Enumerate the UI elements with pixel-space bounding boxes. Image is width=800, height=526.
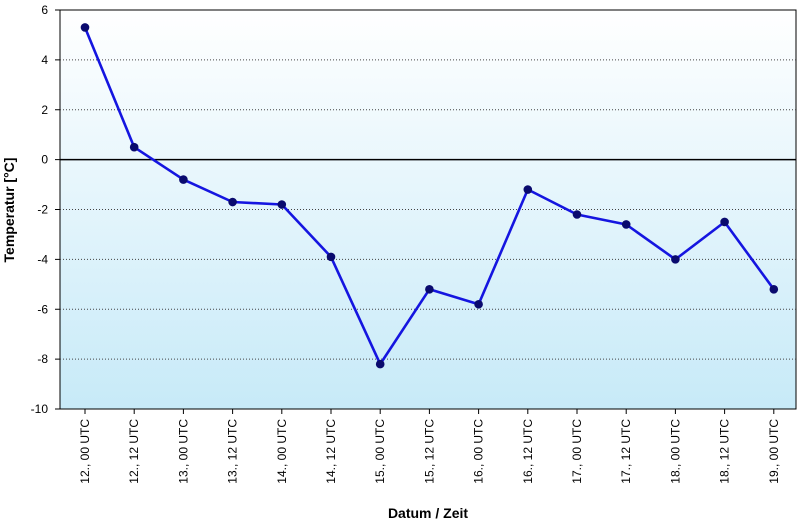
data-point (474, 299, 483, 309)
x-tick-label: 17., 12 UTC (619, 419, 633, 484)
data-point (720, 217, 729, 227)
data-point (228, 197, 237, 207)
x-tick-label: 16., 00 UTC (472, 419, 486, 484)
data-point (671, 255, 680, 264)
temperature-series (80, 23, 779, 369)
data-point (621, 220, 631, 229)
data-point (523, 185, 533, 194)
y-tick-label: 6 (41, 3, 48, 17)
x-tick-label: 12., 00 UTC (78, 419, 92, 484)
gridlines (60, 59, 796, 360)
y-tick-label: 0 (41, 153, 48, 167)
data-point (326, 252, 336, 262)
x-tick-label: 15., 00 UTC (373, 419, 387, 484)
x-tick-label: 19., 00 UTC (767, 419, 781, 484)
x-tick-label: 12., 12 UTC (127, 419, 141, 484)
y-tick-label: 4 (41, 53, 48, 67)
data-point (129, 142, 139, 152)
x-tick-label: 18., 12 UTC (718, 419, 732, 484)
x-tick-label: 17., 00 UTC (570, 419, 584, 484)
y-tick-label: -4 (37, 252, 48, 266)
y-axis-title: Temperatur [°C] (1, 158, 17, 263)
y-tick-label: -6 (37, 302, 48, 316)
y-tick-label: 2 (41, 103, 48, 117)
x-tick-label: 15., 12 UTC (422, 419, 436, 484)
y-tick-label: -2 (37, 203, 48, 217)
data-point (80, 23, 90, 32)
x-axis-ticks: 12., 00 UTC 12., 12 UTC 13., 00 UTC 13., 12… (78, 409, 781, 484)
y-tick-label: -8 (37, 352, 48, 366)
x-tick-label: 13., 12 UTC (226, 419, 240, 484)
data-point (425, 285, 434, 294)
x-tick-label: 18., 00 UTC (668, 419, 682, 484)
x-tick-label: 13., 00 UTC (176, 419, 190, 484)
y-tick-label: -10 (31, 402, 49, 416)
data-point (179, 175, 188, 184)
plot-area (59, 9, 797, 410)
x-tick-label: 14., 00 UTC (275, 419, 289, 484)
x-axis-title: Datum / Zeit (388, 505, 468, 521)
data-point (277, 200, 287, 209)
data-point (769, 285, 779, 294)
y-axis-ticks: -10 -8 -6 -4 -2 0 2 4 6 (31, 3, 60, 416)
data-point (375, 359, 385, 369)
data-point (572, 210, 582, 219)
x-tick-label: 14., 12 UTC (324, 419, 338, 484)
x-tick-label: 16., 12 UTC (521, 419, 535, 484)
